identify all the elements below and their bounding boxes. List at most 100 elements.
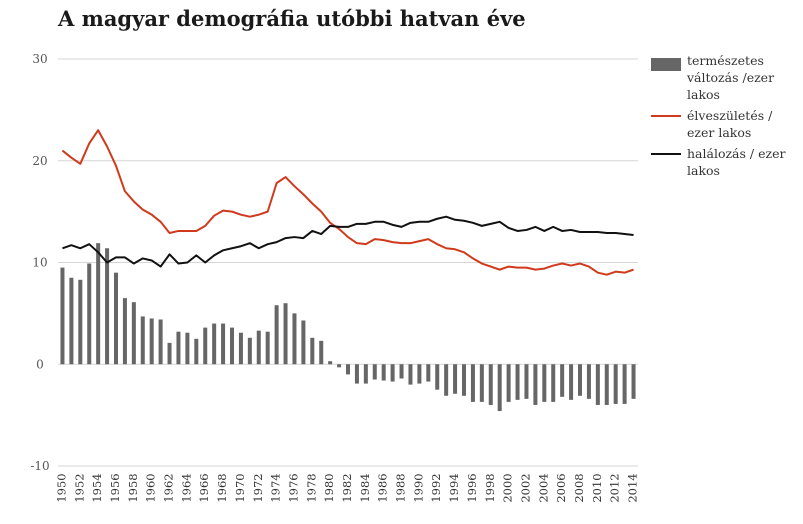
bar bbox=[158, 319, 163, 365]
x-tick-label: 2000 bbox=[501, 473, 515, 502]
bar bbox=[515, 364, 520, 400]
x-tick-label: 1970 bbox=[233, 473, 247, 502]
bar bbox=[577, 364, 583, 396]
line-series bbox=[61, 129, 634, 276]
x-tick-label: 2012 bbox=[608, 473, 622, 502]
bar bbox=[363, 364, 368, 384]
bar bbox=[560, 364, 565, 397]
births-line bbox=[61, 129, 634, 276]
legend-label-births: élveszületés / ezer lakos bbox=[687, 108, 773, 140]
bar bbox=[78, 279, 83, 365]
y-tick-label: 30 bbox=[32, 52, 47, 66]
bar bbox=[60, 267, 65, 365]
bar bbox=[345, 364, 351, 375]
y-tick-label: 0 bbox=[36, 357, 44, 371]
bar bbox=[622, 364, 627, 404]
bar bbox=[212, 323, 217, 365]
x-tick-label: 2014 bbox=[626, 473, 640, 502]
bar bbox=[372, 364, 377, 380]
x-tick-label: 2010 bbox=[590, 473, 604, 502]
legend-swatch-births bbox=[651, 115, 681, 117]
x-tick-label: 1972 bbox=[251, 473, 265, 502]
x-tick-label: 2004 bbox=[536, 473, 550, 502]
bar bbox=[122, 298, 127, 365]
x-tick-label: 1964 bbox=[179, 473, 193, 502]
legend-item-deaths: halálozás / ezer lakos bbox=[651, 145, 801, 179]
bar bbox=[595, 364, 600, 405]
x-tick-label: 2008 bbox=[572, 473, 586, 502]
y-axis-ticks: 30 20 10 0 -10 bbox=[30, 52, 49, 473]
x-tick-label: 1978 bbox=[304, 473, 318, 502]
bar bbox=[283, 303, 288, 365]
legend-item-births: élveszületés / ezer lakos bbox=[651, 107, 801, 141]
x-tick-label: 1958 bbox=[126, 473, 140, 502]
x-tick-label: 1954 bbox=[90, 473, 104, 502]
legend-item-natural-change: természetes változás /ezer lakos bbox=[651, 52, 801, 103]
bar bbox=[229, 327, 235, 365]
bar bbox=[542, 364, 547, 402]
bar bbox=[185, 332, 190, 365]
bar bbox=[319, 340, 324, 365]
bar bbox=[524, 364, 529, 399]
x-axis-ticks: 1950 1952 1954 1956 1958 1960 1962 1964 1966 1968… bbox=[54, 473, 639, 502]
bar bbox=[453, 364, 458, 394]
x-tick-label: 1950 bbox=[54, 473, 68, 502]
bar bbox=[238, 332, 243, 365]
bar bbox=[256, 330, 261, 365]
bar bbox=[399, 364, 404, 379]
bar bbox=[69, 277, 74, 365]
x-tick-label: 1988 bbox=[394, 473, 408, 502]
x-tick-label: 1998 bbox=[483, 473, 497, 502]
y-tick-label: 10 bbox=[32, 256, 47, 270]
x-tick-label: 1960 bbox=[144, 473, 158, 502]
x-tick-label: 1980 bbox=[322, 473, 336, 502]
x-tick-label: 2006 bbox=[554, 473, 568, 502]
bar bbox=[113, 272, 119, 365]
bar bbox=[194, 338, 199, 365]
bar bbox=[435, 364, 440, 390]
bar bbox=[497, 364, 502, 412]
legend-swatch-bar bbox=[651, 58, 681, 71]
bar bbox=[140, 316, 145, 365]
bar bbox=[390, 364, 395, 382]
bar bbox=[506, 364, 511, 402]
y-tick-label: -10 bbox=[30, 459, 49, 473]
bar bbox=[381, 364, 386, 381]
bar bbox=[408, 364, 413, 385]
bar bbox=[301, 320, 306, 365]
bar bbox=[613, 364, 618, 404]
bar bbox=[149, 318, 154, 365]
bar bbox=[96, 243, 101, 365]
bar bbox=[417, 364, 422, 384]
bar bbox=[87, 263, 92, 365]
legend: természetes változás /ezer lakos élveszü… bbox=[651, 52, 801, 179]
chart-title: A magyar demográfia utóbbi hatvan éve bbox=[58, 6, 526, 31]
bar bbox=[551, 364, 556, 402]
bar bbox=[176, 331, 181, 365]
bar bbox=[167, 342, 172, 365]
x-tick-label: 1982 bbox=[340, 473, 354, 502]
x-tick-label: 1990 bbox=[411, 473, 425, 502]
legend-label-deaths: halálozás / ezer lakos bbox=[687, 146, 786, 178]
x-tick-label: 1994 bbox=[447, 473, 461, 502]
bar bbox=[461, 364, 467, 396]
x-tick-label: 1952 bbox=[72, 473, 86, 502]
bar bbox=[569, 364, 574, 400]
bar bbox=[203, 327, 208, 365]
deaths-line bbox=[62, 215, 634, 268]
bar bbox=[426, 364, 431, 382]
x-tick-label: 1974 bbox=[269, 473, 283, 502]
x-tick-label: 1968 bbox=[215, 473, 229, 502]
bar bbox=[265, 331, 270, 365]
x-tick-label: 1992 bbox=[429, 473, 443, 502]
legend-swatch-deaths bbox=[651, 153, 681, 155]
gridlines bbox=[58, 58, 638, 467]
bar bbox=[328, 361, 333, 365]
x-tick-label: 1956 bbox=[108, 473, 122, 502]
bar bbox=[479, 364, 484, 402]
bar bbox=[586, 364, 591, 399]
x-tick-label: 1986 bbox=[376, 473, 390, 502]
x-tick-label: 1984 bbox=[358, 473, 372, 502]
x-tick-label: 1996 bbox=[465, 473, 479, 502]
